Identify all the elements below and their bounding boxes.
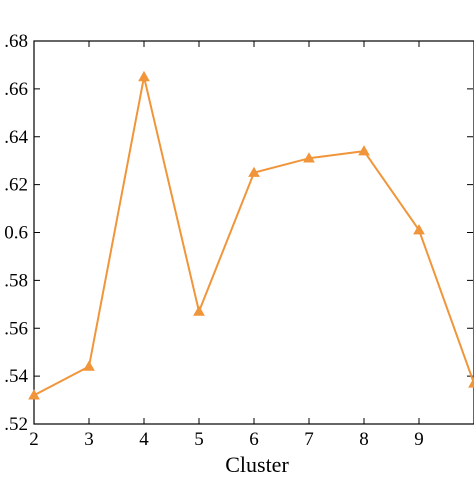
y-tick-label-.62: .62 xyxy=(4,175,28,196)
data-point-10 xyxy=(468,377,474,388)
x-tick-label-2: 2 xyxy=(29,429,39,450)
series-line-0 xyxy=(33,75,474,397)
x-tick-label-5: 5 xyxy=(194,429,204,450)
y-tick-label-.54: .54 xyxy=(4,366,28,387)
data-point-7 xyxy=(303,152,315,163)
y-tick-label-0.6: 0.6 xyxy=(4,223,28,244)
y-tick-label-.58: .58 xyxy=(4,270,28,291)
y-tick-label-.68: .68 xyxy=(4,31,28,52)
x-axis-title: Cluster xyxy=(225,452,289,474)
data-point-6 xyxy=(248,166,260,177)
x-tick-label-6: 6 xyxy=(249,429,259,450)
data-point-9 xyxy=(413,224,425,235)
tick-labels: 2 3 4 5 6 7 8 9 .52 .54 .56 .58 0.6 .62 .64 .66 .68 xyxy=(4,31,424,450)
data-point-4 xyxy=(138,70,150,82)
plot-frame xyxy=(33,40,474,425)
y-tick-label-.56: .56 xyxy=(4,318,28,339)
x-tick-label-7: 7 xyxy=(304,429,314,450)
x-tick-label-4: 4 xyxy=(139,429,149,450)
axes xyxy=(33,40,474,425)
x-tick-label-9: 9 xyxy=(414,429,424,450)
y-tick-label-.66: .66 xyxy=(4,79,28,100)
data-point-5 xyxy=(193,305,205,316)
series-layer xyxy=(28,70,474,400)
data-point-8 xyxy=(358,145,370,156)
data-point-2 xyxy=(28,389,40,400)
data-point-3 xyxy=(83,360,95,371)
y-tick-label-.64: .64 xyxy=(4,127,28,148)
x-tick-label-8: 8 xyxy=(359,429,369,450)
x-tick-label-3: 3 xyxy=(84,429,94,450)
y-tick-label-.52: .52 xyxy=(4,414,28,435)
